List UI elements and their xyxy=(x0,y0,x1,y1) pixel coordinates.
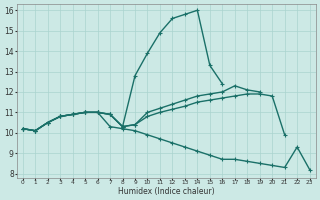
X-axis label: Humidex (Indice chaleur): Humidex (Indice chaleur) xyxy=(118,187,214,196)
